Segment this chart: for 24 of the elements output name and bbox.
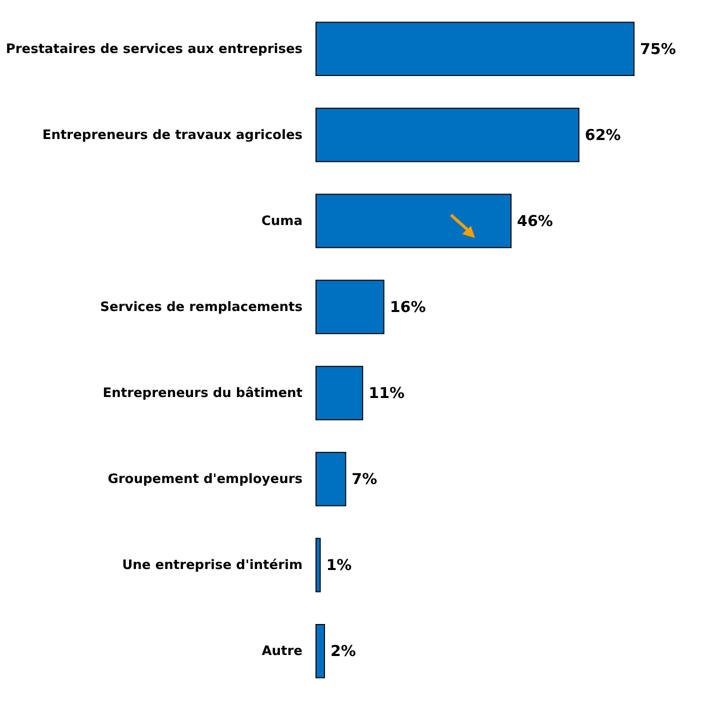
bar xyxy=(316,366,364,420)
y-tick-label: Prestataires de services aux entreprises xyxy=(6,42,303,57)
y-tick-label: Groupement d'employeurs xyxy=(108,472,303,488)
y-tick-label: Entrepreneurs de travaux agricoles xyxy=(42,128,303,143)
y-tick-label: Entrepreneurs du bâtiment xyxy=(102,386,302,402)
y-tick-label: Autre xyxy=(262,644,303,660)
bar xyxy=(316,22,634,76)
data-label: 1% xyxy=(326,556,352,574)
bar xyxy=(316,108,580,162)
bar xyxy=(316,280,384,334)
y-tick-label: Cuma xyxy=(261,214,302,229)
y-tick-label: Services de remplacements xyxy=(100,300,303,315)
data-label: 7% xyxy=(352,470,378,488)
bar xyxy=(316,624,325,678)
bar xyxy=(316,538,321,592)
data-label: 16% xyxy=(390,298,426,316)
bar xyxy=(316,452,346,506)
data-label: 46% xyxy=(517,212,553,230)
bar xyxy=(316,194,512,248)
data-label: 2% xyxy=(330,642,356,660)
y-tick-label: Une entreprise d'intérim xyxy=(122,558,302,574)
data-label: 75% xyxy=(640,40,676,58)
data-label: 11% xyxy=(368,384,405,402)
data-label: 62% xyxy=(584,126,621,144)
